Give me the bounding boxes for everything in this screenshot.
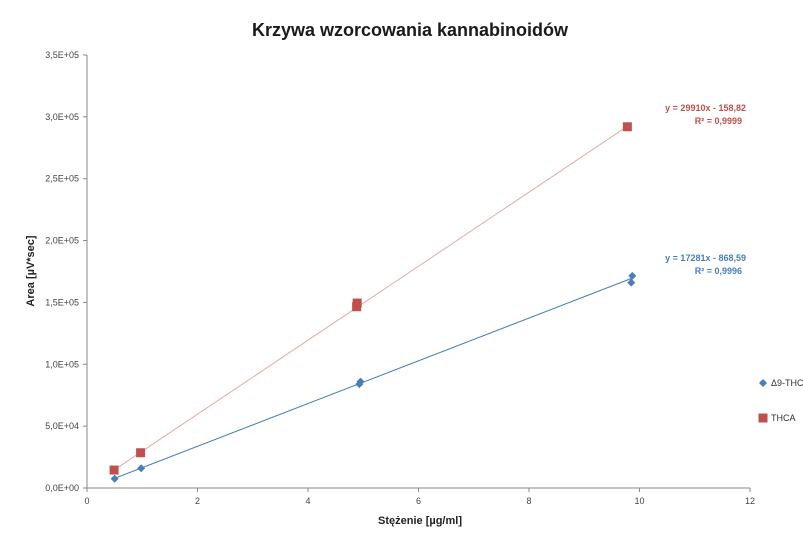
y-axis-title: Area [µV*sec] — [25, 235, 37, 306]
data-point-square — [136, 448, 146, 458]
legend-marker-square — [758, 413, 768, 423]
data-point-diamond — [627, 278, 636, 287]
y-tick-label: 3,5E+05 — [45, 50, 79, 60]
y-tick-label: 3,0E+05 — [45, 112, 79, 122]
x-tick-label: 12 — [745, 496, 755, 506]
x-tick-label: 4 — [305, 496, 310, 506]
x-axis-title: Stężenie [µg/ml] — [378, 515, 462, 527]
legend-label: Δ9-THC — [771, 378, 803, 388]
trendline-r2: R² = 0,9996 — [695, 266, 742, 276]
trendline-equation: y = 29910x - 158,82 — [665, 103, 746, 113]
trendline-r2: R² = 0,9999 — [695, 116, 742, 126]
legend-marker-diamond — [759, 379, 767, 387]
x-tick-label: 10 — [634, 496, 644, 506]
x-tick-label: 2 — [195, 496, 200, 506]
data-point-diamond — [110, 474, 119, 483]
legend-label: THCA — [771, 413, 796, 423]
legend: Δ9-THC THCA — [758, 378, 803, 423]
x-tick-label: 0 — [84, 496, 89, 506]
y-tick-label: 2,5E+05 — [45, 174, 79, 184]
axes — [86, 55, 750, 489]
x-tick-label: 6 — [416, 496, 421, 506]
data-point-square — [109, 465, 119, 475]
trendline-square — [113, 125, 628, 471]
x-ticks: 0 2 4 6 8 10 12 — [84, 488, 755, 506]
y-ticks: 0,0E+00 5,0E+04 1,0E+05 1,5E+05 2,0E+05 2,5E+… — [45, 50, 87, 493]
data-point-diamond — [628, 271, 637, 280]
y-tick-label: 1,5E+05 — [45, 297, 79, 307]
x-tick-label: 8 — [526, 496, 531, 506]
data-point-square — [352, 298, 362, 308]
trendline-diamond — [114, 278, 632, 479]
chart-title: Krzywa wzorcowania kannabinoidów — [252, 20, 569, 40]
y-tick-label: 5,0E+04 — [45, 421, 79, 431]
y-tick-label: 2,0E+05 — [45, 236, 79, 246]
data-points — [109, 122, 637, 483]
equations: y = 17281x - 868,59 R² = 0,9996 y = 29910x… — [665, 103, 746, 276]
trendlines — [113, 125, 632, 479]
data-point-square — [622, 122, 632, 132]
data-point-diamond — [356, 377, 365, 386]
y-tick-label: 0,0E+00 — [45, 483, 79, 493]
data-point-diamond — [137, 464, 146, 473]
y-tick-label: 1,0E+05 — [45, 359, 79, 369]
trendline-equation: y = 17281x - 868,59 — [665, 253, 746, 263]
